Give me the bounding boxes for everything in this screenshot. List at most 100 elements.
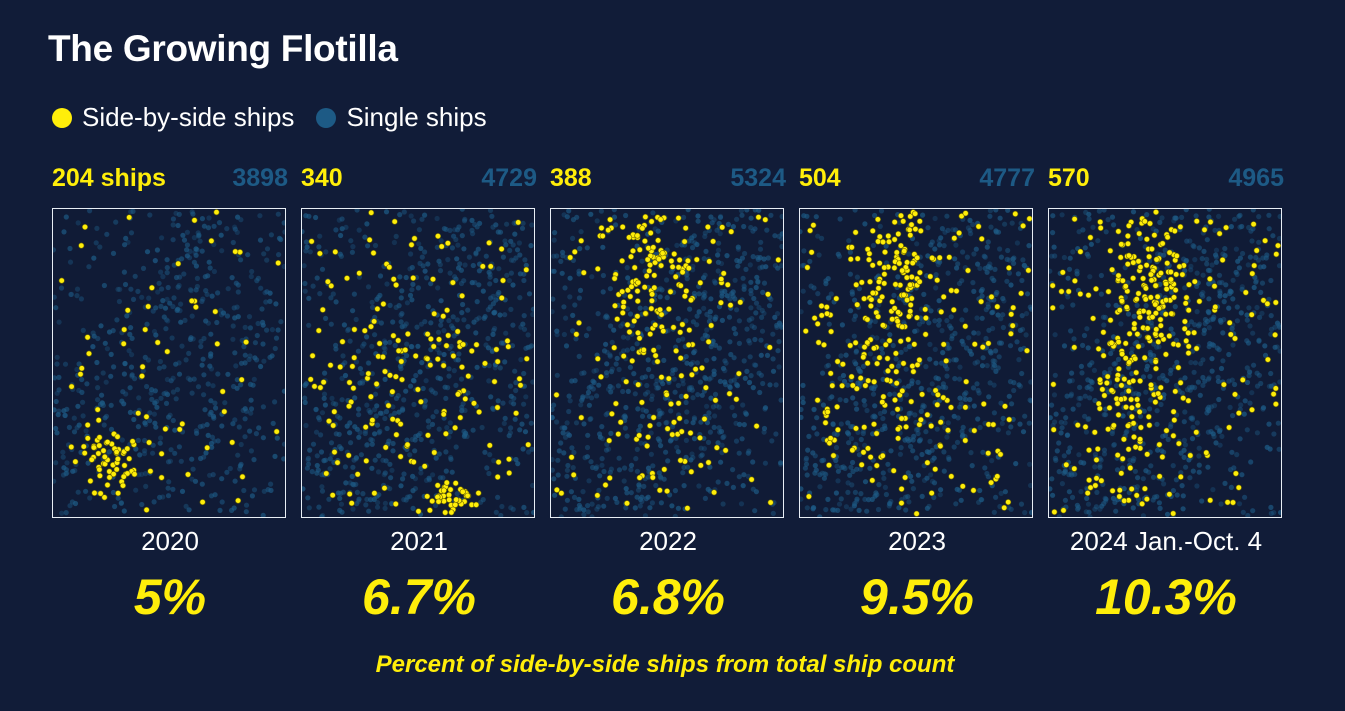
side-by-side-ship-point	[898, 500, 905, 507]
single-ship-point	[382, 500, 388, 506]
single-ship-point	[1017, 421, 1023, 427]
side-by-side-ship-point	[914, 361, 921, 368]
single-ship-point	[95, 335, 101, 342]
side-by-side-ship-point	[1159, 240, 1166, 247]
single-ship-point	[144, 249, 151, 255]
single-ship-point	[566, 432, 572, 438]
single-ship-point	[364, 402, 370, 408]
single-ship-point	[410, 488, 416, 494]
side-by-side-ship-point	[1153, 365, 1160, 372]
single-ship-point	[1250, 508, 1256, 514]
side-by-side-ship-point	[1235, 484, 1242, 491]
side-by-side-ship-point	[852, 229, 859, 236]
single-ship-point	[263, 299, 269, 305]
single-ship-point	[977, 265, 983, 271]
single-ship-point	[845, 382, 851, 388]
single-ship-point	[234, 377, 240, 383]
single-ship-point	[1277, 213, 1281, 220]
side-by-side-ship-point	[917, 416, 924, 423]
side-by-side-ship-point	[978, 235, 985, 242]
side-by-side-ship-point	[1148, 245, 1155, 252]
single-ship-point	[323, 457, 329, 463]
single-ship-point	[643, 408, 649, 414]
single-ship-point	[1063, 415, 1069, 421]
side-by-side-ship-point	[1025, 267, 1032, 274]
single-ship-point	[152, 400, 158, 406]
single-ship-point	[986, 263, 992, 269]
side-by-side-ship-point	[670, 324, 677, 331]
single-ship-point	[173, 396, 179, 402]
single-ship-point	[1017, 327, 1023, 333]
side-by-side-ship-point	[1096, 405, 1103, 412]
single-ship-point	[634, 446, 640, 452]
side-by-side-ship-point	[327, 362, 334, 369]
single-ship-point	[90, 330, 96, 336]
side-by-side-ship-point	[395, 347, 402, 354]
single-ship-point	[551, 415, 555, 421]
side-by-side-ship-point	[1207, 219, 1214, 226]
single-ship-point	[199, 298, 205, 304]
side-by-side-ship-point	[1116, 307, 1123, 314]
side-by-side-ship-point	[867, 278, 874, 285]
single-ship-point	[1242, 398, 1248, 404]
single-ship-point	[761, 429, 767, 435]
single-ship-point	[722, 358, 728, 364]
side-by-side-ship-point	[1224, 499, 1231, 506]
single-ship-point	[1253, 254, 1259, 261]
single-ship-point	[171, 295, 177, 301]
side-by-side-ship-point	[1123, 304, 1130, 311]
single-ship-point	[912, 328, 918, 334]
side-by-side-ship-point	[951, 235, 958, 242]
single-ship-point	[356, 406, 362, 412]
single-ship-point	[497, 312, 503, 318]
side-by-side-ship-point	[697, 279, 704, 286]
single-ship-point	[639, 413, 646, 419]
single-ship-point	[305, 495, 311, 501]
single-ship-point	[748, 373, 754, 379]
single-ship-point	[1258, 380, 1264, 387]
single-ship-point	[162, 305, 169, 311]
single-ship-point	[470, 231, 476, 237]
single-ship-point	[1245, 340, 1252, 346]
single-ship-point	[868, 385, 875, 391]
single-ship-point	[531, 509, 534, 516]
side-by-side-ship-point	[880, 393, 887, 400]
side-by-side-ship-point	[1157, 316, 1164, 323]
single-ship-point	[1221, 299, 1227, 305]
single-ship-point	[945, 270, 951, 276]
single-ship-point	[1276, 322, 1281, 328]
single-ship-point	[601, 468, 607, 475]
single-ship-point	[224, 313, 231, 319]
single-ship-point	[1182, 375, 1188, 381]
single-ship-point	[1050, 492, 1056, 498]
single-ship-point	[743, 266, 749, 272]
single-ship-point	[995, 312, 1001, 318]
side-by-side-ship-point	[367, 393, 374, 400]
footnote: Percent of side-by-side ships from total…	[375, 651, 955, 678]
single-ship-point	[1023, 332, 1029, 338]
side-by-side-ship-point	[1152, 399, 1159, 406]
single-ship-point	[562, 506, 568, 512]
single-ship-point	[365, 243, 371, 249]
single-ship-point	[738, 501, 745, 507]
single-ship-point	[1094, 489, 1100, 495]
side-by-side-ship-point	[1060, 507, 1067, 514]
single-ship-point	[564, 467, 570, 473]
side-by-side-ship-point	[652, 352, 659, 359]
single-ship-point	[351, 482, 357, 488]
single-ship-point	[847, 271, 853, 277]
side-by-side-ship-point	[1175, 440, 1182, 447]
single-ship-point	[1086, 384, 1092, 390]
single-ship-point	[904, 436, 910, 442]
side-by-side-ship-point	[1059, 269, 1066, 276]
single-ship-point	[453, 444, 459, 450]
single-ship-point	[316, 415, 322, 421]
single-ship-point	[367, 409, 373, 415]
single-ship-point	[774, 324, 780, 330]
single-ship-point	[410, 281, 416, 287]
single-ship-point	[897, 451, 903, 457]
single-ship-point	[1101, 501, 1107, 507]
side-by-side-ship-point	[647, 229, 654, 236]
side-by-side-ship-point	[328, 282, 335, 289]
single-ship-point	[374, 422, 381, 428]
